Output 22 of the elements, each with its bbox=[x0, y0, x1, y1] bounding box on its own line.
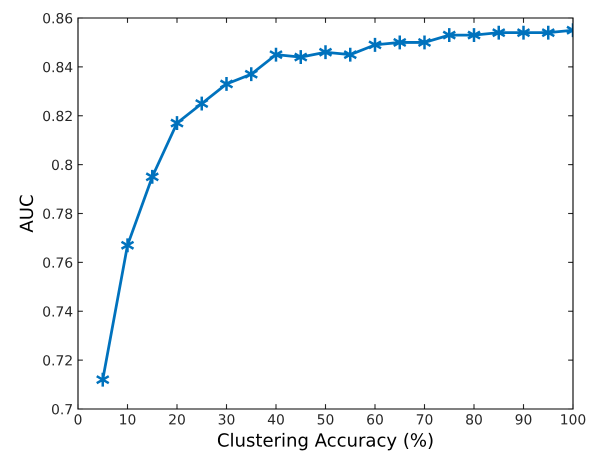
y-tick-label: 0.78 bbox=[43, 208, 72, 219]
x-tick-label: 10 bbox=[120, 414, 136, 425]
x-tick-label: 80 bbox=[466, 414, 482, 425]
y-tick-label: 0.82 bbox=[43, 110, 72, 122]
y-tick-label: 0.76 bbox=[43, 257, 72, 268]
y-tick-label: 0.7 bbox=[52, 404, 72, 414]
x-tick-label: 70 bbox=[416, 414, 432, 425]
x-tick-label: 30 bbox=[218, 414, 234, 425]
x-tick-label: 0 bbox=[74, 414, 82, 425]
x-tick-label: 100 bbox=[561, 414, 586, 425]
x-tick-label: 40 bbox=[268, 414, 284, 425]
y-tick-label: 0.74 bbox=[43, 306, 72, 317]
y-tick-label: 0.8 bbox=[52, 160, 72, 170]
y-tick-label: 0.72 bbox=[43, 355, 72, 366]
x-tick-label: 60 bbox=[367, 414, 383, 425]
x-tick-label: 90 bbox=[516, 414, 532, 425]
y-tick-label: 0.86 bbox=[43, 12, 72, 24]
x-tick-label: 20 bbox=[169, 414, 185, 425]
y-axis-title: AUC bbox=[20, 195, 34, 232]
x-axis-title: Clustering Accuracy (%) bbox=[218, 432, 433, 450]
x-tick-label: 50 bbox=[318, 414, 334, 425]
y-tick-label: 0.84 bbox=[43, 62, 72, 72]
